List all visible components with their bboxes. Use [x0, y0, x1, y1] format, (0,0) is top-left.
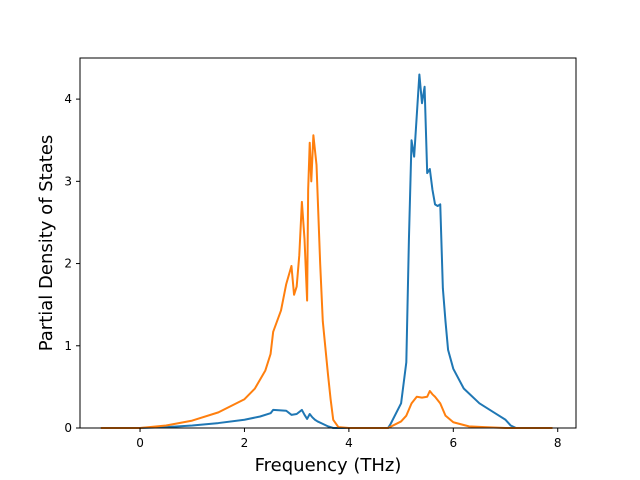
- plot-frame: [79, 57, 577, 429]
- x-tick-label: 8: [554, 436, 562, 450]
- x-tick-label: 2: [241, 436, 249, 450]
- series-line-2: [100, 134, 553, 429]
- x-tick-label: 0: [136, 436, 144, 450]
- series-layer: [100, 73, 553, 429]
- x-tick-label: 4: [345, 436, 353, 450]
- y-tick-label: 2: [64, 257, 72, 271]
- y-tick-label: 0: [64, 421, 72, 435]
- y-tick-label: 4: [64, 92, 72, 106]
- y-axis: 0 1 2 3 4: [64, 92, 80, 435]
- series-line-1: [100, 73, 553, 429]
- x-axis: 0 2 4 6 8: [136, 428, 562, 450]
- y-axis-label: Partial Density of States: [36, 135, 57, 352]
- x-tick-label: 6: [449, 436, 457, 450]
- x-axis-label: Frequency (THz): [255, 455, 402, 476]
- y-tick-label: 3: [64, 174, 72, 188]
- y-tick-label: 1: [64, 339, 72, 353]
